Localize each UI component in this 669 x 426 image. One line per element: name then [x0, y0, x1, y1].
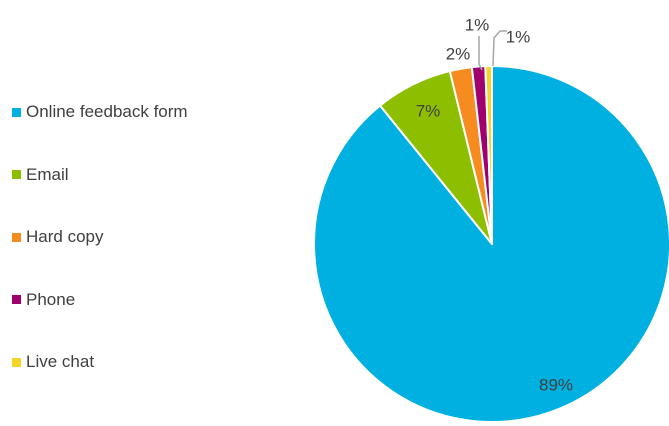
legend-swatch: [12, 232, 21, 242]
pie-slice-live-chat: [484, 65, 493, 245]
data-label: 7%: [416, 101, 441, 120]
legend-item-hard-copy: Hard copy: [12, 225, 272, 249]
legend-swatch: [12, 357, 21, 367]
legend-item-live-chat: Live chat: [12, 350, 272, 374]
legend-label: Hard copy: [26, 227, 104, 246]
legend-swatch: [12, 107, 21, 117]
legend: Online feedback form Email Hard copy Pho…: [12, 100, 272, 413]
legend-label: Live chat: [26, 352, 95, 371]
legend-swatch: [12, 295, 21, 304]
legend-item-email: Email: [12, 163, 272, 187]
data-label: 1%: [506, 27, 531, 46]
leader-lines-layer: [478, 30, 507, 71]
leader-line: [492, 30, 507, 67]
legend-swatch: [12, 170, 21, 179]
data-label: 1%: [465, 15, 490, 34]
data-label: 2%: [446, 44, 471, 63]
legend-label: Email: [26, 164, 69, 184]
legend-label: Phone: [26, 289, 76, 309]
legend-item-online-feedback-form: Online feedback form: [12, 100, 272, 124]
data-labels-layer: 89% 7% 2% 1% 1%: [416, 15, 573, 394]
data-label: 89%: [539, 375, 573, 394]
legend-label: Online feedback form: [26, 102, 188, 121]
slices-layer: [313, 65, 669, 423]
legend-item-phone: Phone: [12, 288, 272, 312]
leader-line: [478, 36, 483, 71]
